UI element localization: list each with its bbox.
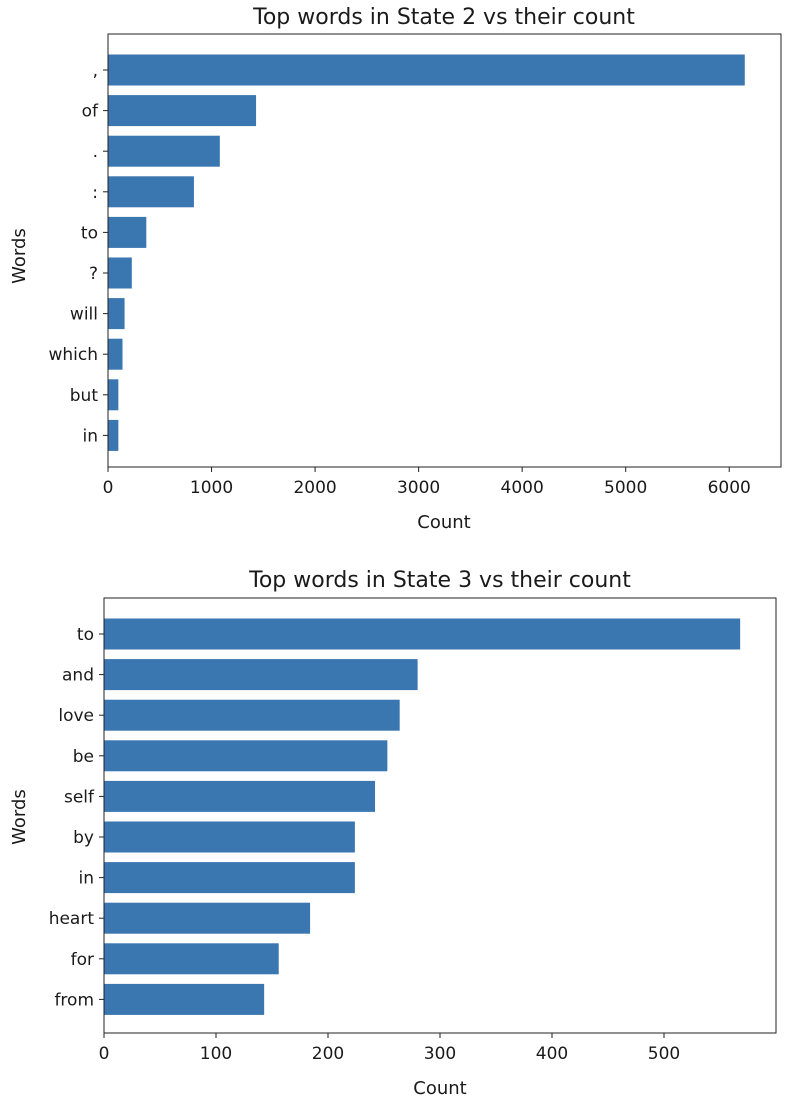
bar-2 <box>104 699 400 731</box>
y-tick-label: love <box>58 706 94 726</box>
y-tick-label: and <box>62 666 94 686</box>
bar-8 <box>104 943 279 975</box>
plot-frame <box>107 33 782 468</box>
y-tick-label: to <box>77 625 94 645</box>
bar-5 <box>108 257 132 289</box>
bar-group <box>104 618 741 1015</box>
y-tick-label: for <box>71 950 94 970</box>
plot-frame <box>103 597 777 1034</box>
x-tick-label: 4000 <box>501 478 544 498</box>
y-tick-label: : <box>92 183 98 203</box>
y-tick-label: by <box>73 828 94 848</box>
x-tick-label: 2000 <box>293 478 336 498</box>
x-axis-label: Count <box>413 1078 466 1099</box>
y-tick-label: , <box>93 61 98 81</box>
y-tick-label: of <box>82 102 99 122</box>
y-tick-label: in <box>83 426 99 446</box>
bar-4 <box>104 780 376 812</box>
bar-7 <box>104 902 311 934</box>
bar-9 <box>108 419 119 451</box>
x-tick-label: 100 <box>200 1044 232 1064</box>
x-tick-label: 0 <box>103 478 114 498</box>
bar-9 <box>104 983 265 1015</box>
x-tick-label: 3000 <box>397 478 440 498</box>
x-tick-label: 0 <box>99 1044 110 1064</box>
y-tick-label: but <box>70 386 99 406</box>
bar-6 <box>108 298 125 330</box>
y-tick-label: in <box>79 869 95 889</box>
tick-group: to and love be self by in heart for from 0 100 200 30… <box>49 625 681 1064</box>
x-tick-label: 300 <box>424 1044 456 1064</box>
y-tick-label: will <box>70 305 98 325</box>
bar-1 <box>108 95 257 127</box>
chart-state-3: Top words in State 3 vs their count Word… <box>9 568 777 1099</box>
x-tick-label: 500 <box>648 1044 680 1064</box>
x-axis-label: Count <box>417 512 470 533</box>
bar-1 <box>104 659 418 691</box>
x-tick-label: 400 <box>536 1044 568 1064</box>
chart-title: Top words in State 2 vs their count <box>252 5 635 30</box>
bar-0 <box>108 54 745 86</box>
bar-4 <box>108 216 147 248</box>
y-tick-label: which <box>48 345 98 365</box>
chart-title: Top words in State 3 vs their count <box>248 568 631 593</box>
bar-6 <box>104 862 355 894</box>
x-tick-label: 200 <box>312 1044 344 1064</box>
y-axis-label: Words <box>9 228 30 284</box>
bar-3 <box>104 740 388 772</box>
y-tick-label: self <box>64 787 95 807</box>
bar-group <box>108 54 745 451</box>
bar-0 <box>104 618 741 650</box>
y-tick-label: . <box>93 142 98 162</box>
bar-2 <box>108 135 220 167</box>
y-axis-label: Words <box>9 789 30 845</box>
bar-8 <box>108 379 119 411</box>
x-tick-label: 6000 <box>708 478 751 498</box>
y-tick-label: to <box>81 223 98 243</box>
bar-7 <box>108 338 123 370</box>
x-tick-label: 5000 <box>604 478 647 498</box>
x-tick-label: 1000 <box>190 478 233 498</box>
bar-3 <box>108 176 194 208</box>
tick-group: , of.: to? will which but in 0 1000 2000 3000 4000 5… <box>48 61 750 498</box>
y-tick-label: be <box>73 747 94 767</box>
bar-5 <box>104 821 355 853</box>
y-tick-label: heart <box>49 909 95 929</box>
chart-state-2: Top words in State 2 vs their count Word… <box>9 5 782 533</box>
y-tick-label: from <box>54 990 94 1010</box>
y-tick-label: ? <box>89 264 98 284</box>
